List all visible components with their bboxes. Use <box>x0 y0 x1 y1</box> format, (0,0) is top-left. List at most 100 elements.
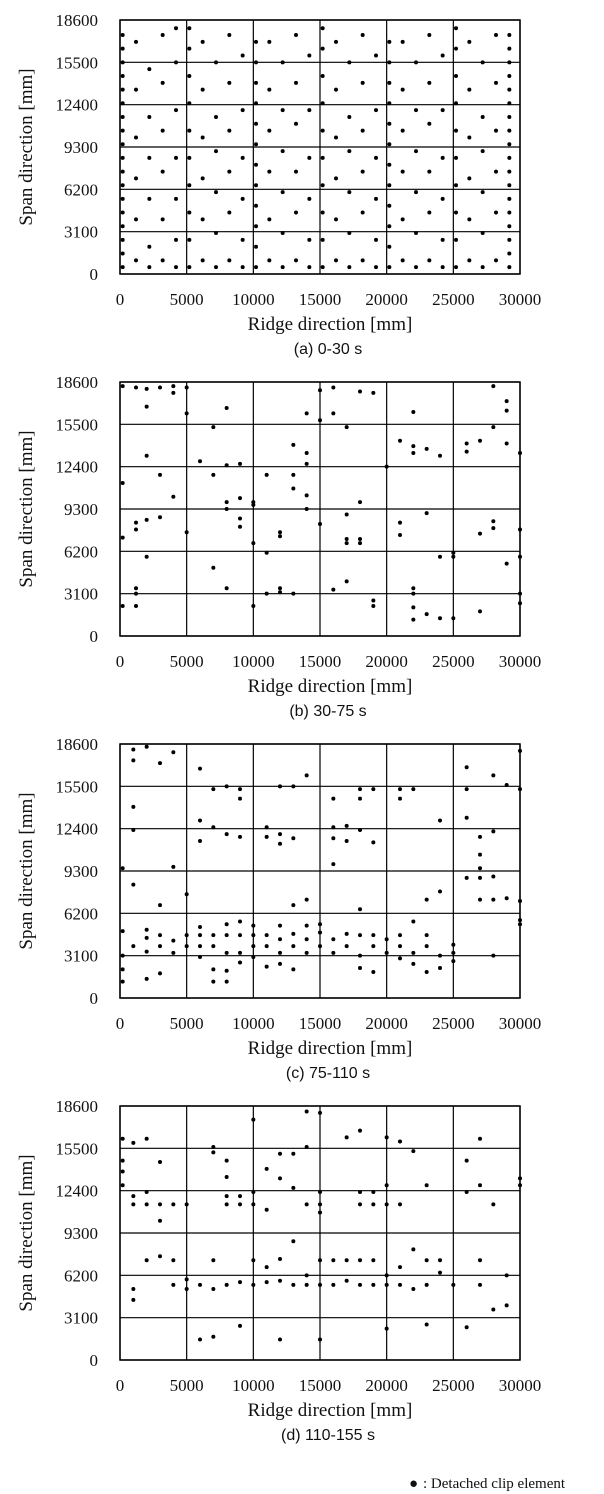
data-point <box>158 1254 162 1259</box>
data-point <box>507 128 512 133</box>
data-point <box>451 554 456 559</box>
data-point <box>171 390 176 395</box>
data-point <box>144 453 149 458</box>
data-point <box>411 410 416 415</box>
data-point <box>134 603 138 608</box>
data-point <box>424 1183 429 1188</box>
data-point <box>278 1256 282 1261</box>
data-point <box>278 590 282 595</box>
data-point <box>144 1136 149 1141</box>
data-point <box>334 87 338 92</box>
data-point <box>264 933 269 938</box>
data-point <box>278 841 282 846</box>
data-point <box>387 142 392 147</box>
data-point <box>304 1273 309 1278</box>
y-tick-label: 6200 <box>64 904 98 923</box>
data-point <box>424 1258 429 1263</box>
data-point <box>414 149 418 154</box>
data-point <box>438 1258 442 1263</box>
data-point <box>158 515 162 520</box>
x-tick-label: 5000 <box>170 1014 204 1033</box>
data-point <box>200 217 205 222</box>
y-axis-label: Span direction [mm] <box>16 68 37 225</box>
y-tick-label: 6200 <box>64 542 98 561</box>
y-tick-label: 9300 <box>64 138 98 157</box>
data-point <box>187 73 192 78</box>
data-point <box>411 591 416 596</box>
data-point <box>120 224 125 229</box>
data-point <box>334 217 338 222</box>
data-point <box>120 1158 125 1163</box>
data-point <box>424 897 429 902</box>
data-point <box>478 834 482 839</box>
data-point <box>160 169 165 174</box>
data-point <box>254 101 258 106</box>
data-point <box>144 949 149 954</box>
data-point <box>147 67 152 72</box>
data-point <box>144 976 149 981</box>
data-point <box>387 203 392 208</box>
data-point <box>264 825 269 830</box>
data-point <box>278 1337 282 1342</box>
data-point <box>134 87 138 92</box>
data-point <box>184 411 189 416</box>
data-point <box>414 231 418 236</box>
data-point <box>238 950 242 955</box>
data-point <box>224 950 229 955</box>
data-point <box>454 210 458 215</box>
data-point <box>144 386 149 391</box>
data-point <box>504 441 509 446</box>
data-point <box>211 425 216 430</box>
data-point <box>238 524 242 529</box>
data-point <box>464 765 469 770</box>
data-point <box>224 507 229 511</box>
data-point <box>518 922 522 927</box>
y-tick-label: 12400 <box>56 96 99 115</box>
data-point <box>507 251 512 256</box>
data-point <box>144 744 149 749</box>
data-point <box>384 1202 389 1207</box>
data-point <box>251 923 256 928</box>
y-tick-label: 0 <box>90 627 99 646</box>
data-point <box>320 265 325 270</box>
data-point <box>198 838 202 843</box>
data-point <box>120 210 125 215</box>
x-tick-label: 25000 <box>432 652 475 671</box>
data-point <box>491 519 496 524</box>
data-point <box>291 1239 296 1244</box>
data-point <box>174 108 178 113</box>
data-point <box>264 834 269 839</box>
data-point <box>411 950 416 955</box>
data-point <box>467 176 472 181</box>
data-point <box>398 1139 402 1144</box>
data-point <box>224 500 229 505</box>
x-tick-label: 5000 <box>170 1376 204 1395</box>
data-point <box>278 534 282 539</box>
y-tick-label: 15500 <box>56 777 99 796</box>
data-point <box>240 155 245 160</box>
data-point <box>491 1202 496 1207</box>
data-point <box>251 1282 256 1287</box>
data-point <box>371 1190 376 1195</box>
data-point <box>331 796 336 801</box>
data-point <box>307 53 312 58</box>
data-point <box>318 418 322 423</box>
data-point <box>291 591 296 596</box>
data-point <box>238 796 242 801</box>
data-point <box>371 1258 376 1263</box>
data-point <box>507 87 512 92</box>
data-point <box>384 1183 389 1188</box>
data-point <box>454 128 458 133</box>
chart-panel-1: 0 5000 10000 15000 20000 25000 30000 0 3100 6200 9… <box>16 11 541 358</box>
data-point <box>347 265 352 270</box>
data-point <box>144 1258 149 1263</box>
panel-caption: (b) 30-75 s <box>289 703 366 720</box>
data-point <box>304 507 309 511</box>
data-point <box>384 1273 389 1278</box>
data-point <box>414 108 418 113</box>
data-point <box>187 46 192 51</box>
data-point <box>371 1282 376 1287</box>
data-point <box>134 39 138 44</box>
data-point <box>400 39 405 44</box>
data-point <box>347 190 352 195</box>
